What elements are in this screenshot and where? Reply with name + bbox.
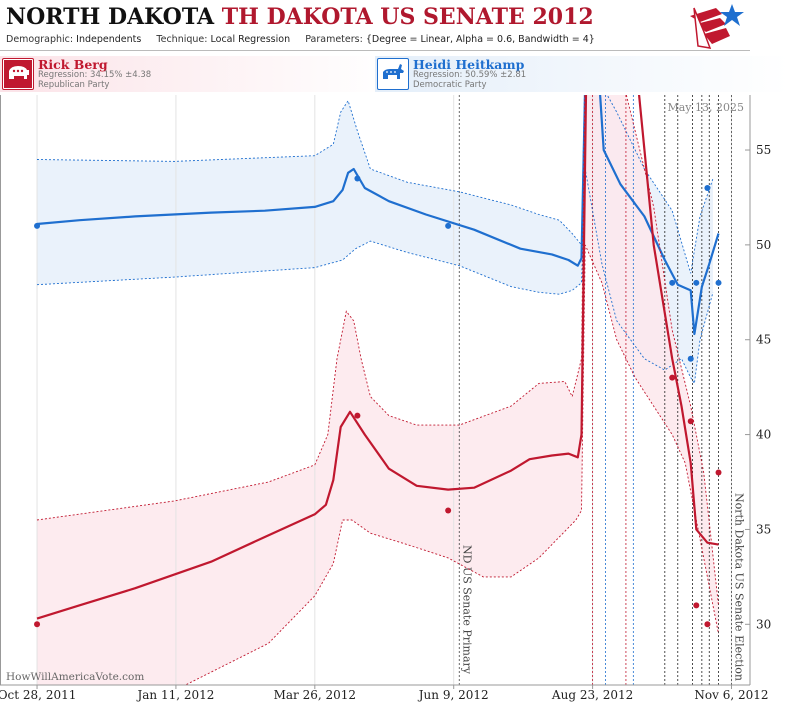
- band-lower-line: [184, 244, 719, 685]
- poll-point: [669, 279, 676, 286]
- demographic-label: Demographic:: [6, 34, 74, 45]
- poll-point: [445, 507, 452, 514]
- poll-point: [693, 602, 700, 609]
- header-divider: [0, 50, 750, 51]
- x-tick-label: Jan 11, 2012: [135, 688, 214, 702]
- elephant-icon: [2, 58, 34, 90]
- poll-point: [715, 279, 722, 286]
- candidate-name: Heidi Heitkamp: [413, 57, 525, 72]
- parameters-label: Parameters:: [305, 34, 363, 45]
- y-tick-label: 35: [756, 522, 771, 536]
- confidence-band: [37, 95, 719, 685]
- poll-point: [704, 184, 711, 191]
- page-title: NORTH DAKOTA TH DAKOTA US SENATE 2012: [6, 4, 594, 30]
- technique-value: Local Regression: [210, 34, 291, 45]
- x-tick-label: Nov 6, 2012: [694, 688, 768, 702]
- band-upper-line: [36, 95, 719, 606]
- y-tick-label: 55: [756, 143, 771, 157]
- poll-point: [687, 418, 694, 425]
- x-tick-label: Jun 9, 2012: [417, 688, 489, 702]
- parameters-value: {Degree = Linear, Alpha = 0.6, Bandwidth…: [365, 34, 595, 45]
- flag-star-logo-icon[interactable]: [686, 2, 746, 50]
- candidate-name: Rick Berg: [38, 57, 108, 72]
- candidate-regression: Regression: 34.15% ±4.38: [38, 70, 152, 80]
- event-label: North Dakota US Senate Election: [732, 493, 745, 681]
- candidate-regression: Regression: 50.59% ±2.81: [413, 70, 527, 80]
- x-tick-label: Aug 23, 2012: [551, 688, 633, 702]
- y-tick-label: 30: [756, 617, 771, 631]
- technique-label: Technique:: [156, 34, 208, 45]
- candidate-heidi-heitkamp: Heidi Heitkamp Regression: 50.59% ±2.81 …: [375, 56, 789, 92]
- x-tick-label: Mar 26, 2012: [274, 688, 356, 702]
- regression-line: [36, 95, 720, 336]
- poll-point: [669, 374, 676, 381]
- confidence-band: [37, 95, 713, 384]
- poll-point: [34, 222, 41, 229]
- poll-point: [354, 412, 361, 419]
- demographic-value: Independents: [76, 34, 142, 45]
- date-label: May 13, 2025: [667, 101, 744, 114]
- candidate-rick-berg: Rick Berg Regression: 34.15% ±4.38 Repub…: [0, 56, 390, 92]
- poll-point: [715, 469, 722, 476]
- event-label: ND US Senate Primary: [460, 545, 473, 675]
- poll-point: [34, 621, 41, 628]
- poll-point: [354, 175, 361, 182]
- poll-point: [687, 355, 694, 362]
- parameters-line: Demographic: Independents Technique: Loc…: [6, 34, 595, 45]
- title-race: TH DAKOTA US SENATE 2012: [221, 4, 594, 30]
- donkey-icon: [377, 58, 409, 90]
- x-tick-label: Oct 28, 2011: [0, 688, 76, 702]
- watermark: HowWillAmericaVote.com: [6, 671, 144, 683]
- poll-point: [704, 621, 711, 628]
- poll-point: [693, 279, 700, 286]
- y-tick-label: 50: [756, 238, 771, 252]
- band-upper-line: [36, 95, 714, 274]
- y-tick-label: 40: [756, 428, 771, 442]
- poll-point: [445, 222, 452, 229]
- candidate-party: Republican Party: [38, 80, 110, 90]
- header: NORTH DAKOTA TH DAKOTA US SENATE 2012 De…: [0, 0, 789, 54]
- title-state: NORTH DAKOTA: [6, 4, 215, 30]
- y-tick-label: 45: [756, 333, 771, 347]
- candidate-party: Democratic Party: [413, 80, 487, 90]
- regression-line: [36, 95, 719, 620]
